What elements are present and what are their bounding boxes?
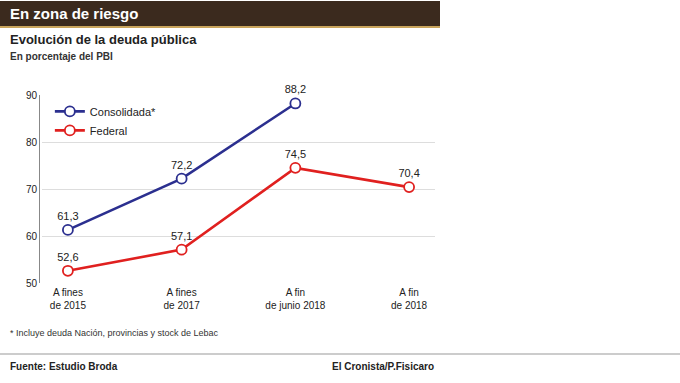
svg-text:80: 80 [26,137,38,148]
svg-text:52,6: 52,6 [57,251,78,263]
svg-text:88,2: 88,2 [285,83,306,95]
svg-text:Evolución de la deuda pública: Evolución de la deuda pública [10,32,197,47]
svg-text:El Cronista/P.Fisicaro: El Cronista/P.Fisicaro [332,361,434,372]
svg-text:Federal: Federal [90,125,127,137]
svg-text:En porcentaje del PBI: En porcentaje del PBI [10,51,113,62]
svg-text:Fuente: Estudio Broda: Fuente: Estudio Broda [10,361,118,372]
svg-text:Consolidada*: Consolidada* [90,106,156,118]
svg-text:72,2: 72,2 [171,159,192,171]
svg-text:A finde 2018: A finde 2018 [391,287,428,311]
svg-text:A finesde 2015: A finesde 2015 [50,287,87,311]
svg-text:A finesde 2017: A finesde 2017 [164,287,201,311]
svg-text:70,4: 70,4 [398,167,419,179]
svg-text:60: 60 [26,231,38,242]
svg-text:74,5: 74,5 [285,148,306,160]
svg-text:* Incluye deuda Nación, provin: * Incluye deuda Nación, provincias y sto… [10,328,219,338]
svg-text:50: 50 [26,278,38,289]
svg-text:90: 90 [26,90,38,101]
svg-text:70: 70 [26,184,38,195]
svg-text:En zona de riesgo: En zona de riesgo [10,5,138,22]
svg-text:A finde junio 2018: A finde junio 2018 [265,287,325,311]
svg-text:61,3: 61,3 [57,210,78,222]
svg-text:57,1: 57,1 [171,230,192,242]
